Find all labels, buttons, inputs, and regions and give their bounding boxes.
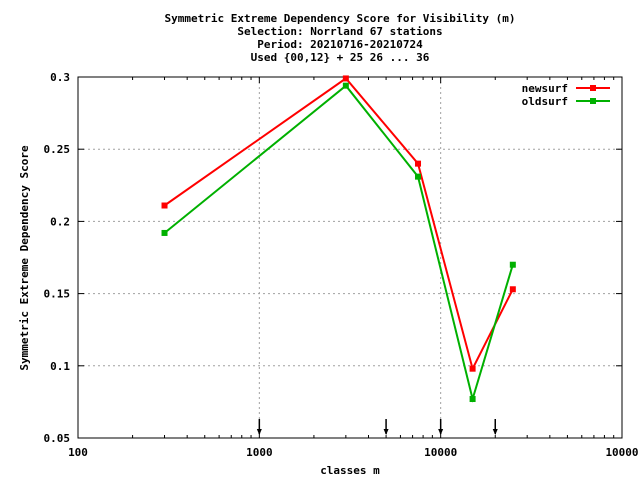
series-line-newsurf: [163, 77, 514, 372]
title-line-4: Used {00,12} + 25 26 ... 36: [251, 51, 430, 64]
arrow-markers: [256, 419, 498, 435]
legend-label-newsurf: newsurf: [522, 82, 568, 95]
data-point-oldsurf: [509, 261, 516, 268]
x-axis-label: classes m: [320, 464, 380, 477]
legend-label-oldsurf: oldsurf: [522, 95, 568, 108]
data-point-newsurf: [342, 75, 349, 82]
series-group: [161, 75, 516, 403]
title-line-2: Selection: Norrland 67 stations: [237, 25, 442, 38]
y-tick-label: 0.1: [50, 360, 70, 373]
legend-swatch-marker: [590, 98, 596, 104]
series-line-oldsurf: [163, 84, 514, 403]
y-tick-label: 0.3: [50, 71, 70, 84]
grid: [78, 77, 622, 438]
arrow-marker-head: [256, 429, 262, 435]
x-tick-label: 10000: [605, 446, 638, 459]
data-point-newsurf: [469, 365, 476, 372]
title-line-3: Period: 20210716-20210724: [257, 38, 423, 51]
x-axis: 100 1000 10000 10000: [68, 77, 639, 459]
y-tick-label: 0.2: [50, 215, 70, 228]
y-axis-label: Symmetric Extreme Dependency Score: [18, 145, 31, 371]
y-tick-label: 0.25: [44, 143, 71, 156]
arrow-marker-head: [383, 429, 389, 435]
arrow-marker-head: [492, 429, 498, 435]
title-line-1: Symmetric Extreme Dependency Score for V…: [165, 12, 516, 25]
data-point-oldsurf: [161, 229, 168, 236]
arrow-marker-head: [438, 429, 444, 435]
legend-swatch-marker: [590, 85, 596, 91]
x-tick-label: 100: [68, 446, 88, 459]
data-point-oldsurf: [342, 82, 349, 89]
data-point-oldsurf: [415, 173, 422, 180]
data-point-oldsurf: [469, 396, 476, 403]
plot-frame: [77, 76, 623, 439]
data-point-newsurf: [415, 160, 422, 167]
x-tick-label: 10000: [424, 446, 457, 459]
y-tick-label: 0.05: [44, 432, 71, 445]
chart-title: Symmetric Extreme Dependency Score for V…: [165, 12, 516, 64]
data-point-newsurf: [161, 202, 168, 209]
y-axis: 0.05 0.1 0.15 0.2 0.25 0.3: [44, 71, 622, 445]
y-tick-label: 0.15: [44, 288, 71, 301]
data-point-newsurf: [509, 286, 516, 293]
x-tick-label: 1000: [246, 446, 273, 459]
